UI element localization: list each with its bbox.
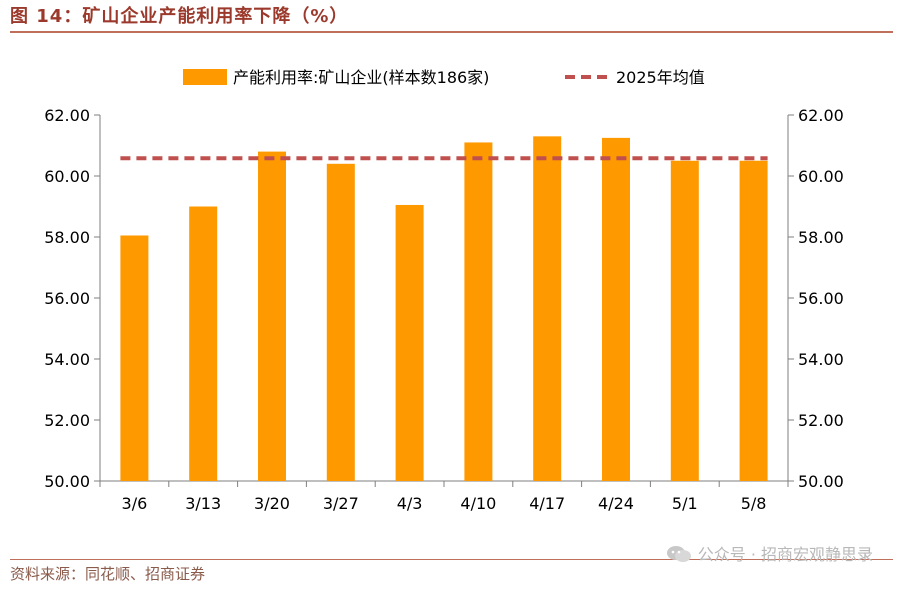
watermark: 公众号 · 招商宏观静思录 [666, 541, 873, 565]
title-rule [10, 31, 893, 33]
bar [533, 136, 562, 481]
y-tick-label-right: 60.00 [798, 167, 844, 186]
y-tick-label-right: 52.00 [798, 411, 844, 430]
legend-line-label: 2025年均值 [616, 68, 705, 87]
x-tick-label: 3/6 [122, 494, 148, 513]
figure-title: 图 14：矿山企业产能利用率下降（%） [10, 6, 349, 27]
y-tick-label-left: 54.00 [44, 350, 90, 369]
x-tick-label: 5/8 [741, 494, 767, 513]
bar [464, 142, 493, 481]
bar [258, 151, 286, 481]
axes: 50.00 52.00 54.00 56.00 58.00 60.00 62.00 50.00… [44, 106, 844, 513]
x-tick-label: 4/10 [460, 494, 496, 513]
y-tick-label-left: 52.00 [44, 411, 90, 430]
x-tick-label: 3/27 [323, 494, 359, 513]
chart: 产能利用率:矿山企业(样本数186家) 2025年均值 50.00 52.00 54… [44, 68, 844, 513]
bar [189, 206, 218, 481]
y-tick-label-right: 56.00 [798, 289, 844, 308]
x-tick-label: 3/13 [185, 494, 221, 513]
legend-bar-label: 产能利用率:矿山企业(样本数186家) [233, 68, 489, 87]
legend: 产能利用率:矿山企业(样本数186家) 2025年均值 [183, 68, 705, 87]
y-tick-label-right: 54.00 [798, 350, 844, 369]
watermark-text: 公众号 · 招商宏观静思录 [697, 545, 873, 564]
y-tick-label-right: 50.00 [798, 472, 844, 491]
bar-series [120, 136, 768, 482]
x-tick-label: 3/20 [254, 494, 290, 513]
y-tick-label-right: 58.00 [798, 228, 844, 247]
y-tick-label-left: 60.00 [44, 167, 90, 186]
bar [739, 160, 768, 481]
y-tick-label-left: 50.00 [44, 472, 90, 491]
x-tick-label: 4/3 [397, 494, 423, 513]
x-tick-label: 4/24 [598, 494, 634, 513]
bar [395, 204, 424, 481]
x-tick-label: 4/17 [529, 494, 565, 513]
x-tick-label: 5/1 [672, 494, 698, 513]
y-tick-label-left: 58.00 [44, 228, 90, 247]
bar [326, 163, 355, 482]
y-tick-label-left: 56.00 [44, 289, 90, 308]
source-note: 资料来源：同花顺、招商证券 [10, 565, 206, 583]
bar [120, 235, 149, 481]
y-tick-label-right: 62.00 [798, 106, 844, 125]
legend-bar-swatch [183, 69, 227, 85]
y-tick-label-left: 62.00 [44, 106, 90, 125]
footer-rule [10, 559, 893, 560]
bar [670, 160, 699, 481]
wechat-icon [666, 546, 691, 562]
bar [602, 137, 630, 481]
